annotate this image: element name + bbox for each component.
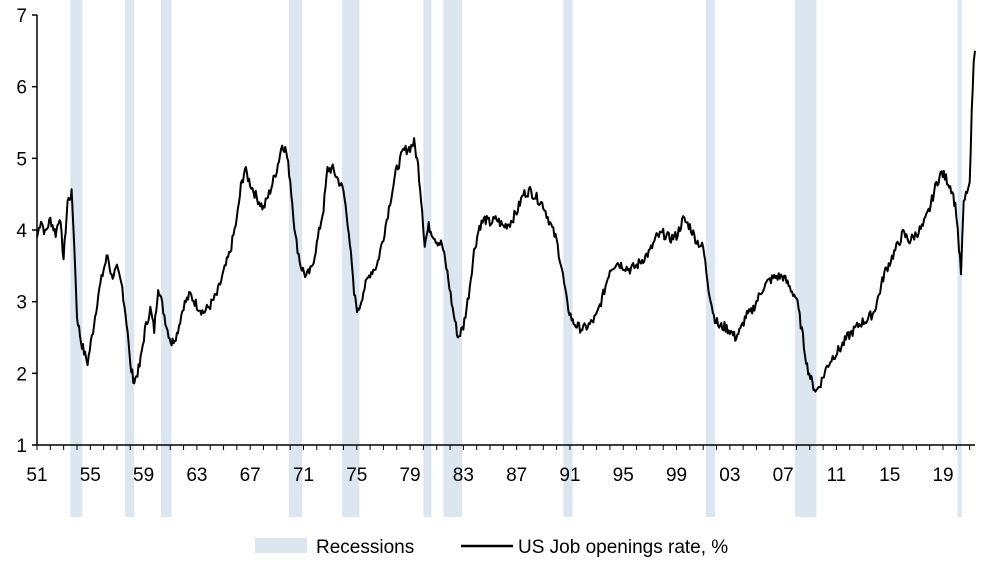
legend-label-job-openings: US Job openings rate, % [518,537,728,558]
x-tick-label: 71 [293,465,314,486]
job-openings-rate-line [36,50,976,393]
recession-band [443,0,463,517]
y-tick-label: 1 [16,436,27,457]
recession-band [795,0,817,517]
x-tick-label: 83 [453,465,474,486]
recession-band [160,0,172,517]
x-tick-label: 59 [133,465,154,486]
y-tick-label: 5 [16,149,27,170]
x-tick-label: 11 [827,465,847,486]
y-tick-label: 3 [16,293,27,314]
legend: Recessions US Job openings rate, % [255,537,728,558]
recession-band [124,0,135,517]
recession-band [563,0,573,517]
recession-bands [70,0,962,517]
x-tick-label: 15 [879,465,900,486]
recession-band [423,0,432,517]
x-tick-label: 75 [346,465,367,486]
y-tick-label: 2 [16,364,27,385]
x-tick-label: 51 [26,465,47,486]
axes [36,15,975,446]
y-tick-label: 4 [16,221,27,242]
y-axis-ticks: 1 2 3 4 5 6 7 [16,6,37,457]
y-tick-label: 6 [16,78,27,99]
legend-label-recessions: Recessions [316,537,414,558]
x-tick-label: 79 [399,465,420,486]
recession-band [288,0,303,517]
x-axis-ticks: 51 55 59 63 67 71 75 79 83 87 91 95 99 03 07 11 15 19 [26,445,971,486]
x-tick-label: 03 [719,465,740,486]
x-tick-label: 55 [80,465,101,486]
x-tick-label: 99 [666,465,687,486]
recession-band [705,0,716,517]
x-tick-label: 19 [932,465,953,486]
x-tick-label: 91 [559,465,580,486]
x-tick-label: 67 [240,465,261,486]
x-tick-label: 63 [186,465,207,486]
recession-band [70,0,83,517]
y-tick-label: 7 [16,6,27,27]
legend-swatch-recessions [255,538,307,553]
x-tick-label: 95 [613,465,634,486]
x-tick-label: 07 [773,465,794,486]
x-tick-label: 87 [506,465,527,486]
